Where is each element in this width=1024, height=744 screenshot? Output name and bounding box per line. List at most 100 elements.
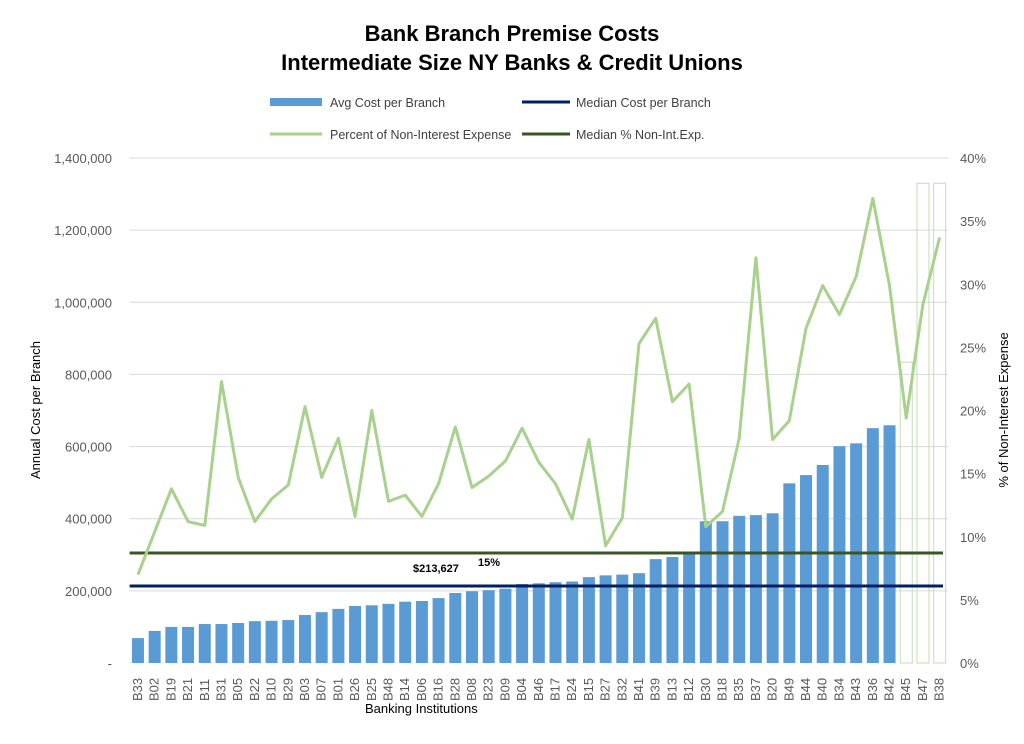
bar-B33 <box>131 638 144 663</box>
bar-B38 <box>933 182 947 664</box>
x-tick-label: B25 <box>364 678 379 701</box>
legend-label-percent: Percent of Non-Interest Expense <box>330 128 511 142</box>
chart-title-line-2: Intermediate Size NY Banks & Credit Unio… <box>281 50 743 75</box>
x-tick-label: B09 <box>497 678 512 701</box>
x-tick-label: B32 <box>614 678 629 701</box>
x-tick-label: B27 <box>598 678 613 701</box>
x-tick-label: B06 <box>414 678 429 701</box>
bar-B45 <box>899 361 913 664</box>
x-axis-title: Banking Institutions <box>365 701 478 716</box>
bar-B18 <box>716 521 729 663</box>
x-tick-label: B07 <box>314 678 329 701</box>
x-tick-label: B18 <box>715 678 730 701</box>
x-tick-label: B23 <box>481 678 496 701</box>
x-tick-label: B45 <box>898 678 913 701</box>
bar-B17 <box>549 582 562 663</box>
bar-B20 <box>766 513 779 663</box>
x-tick-label: B31 <box>213 678 228 701</box>
bar-B37 <box>749 515 762 663</box>
x-tick-label: B39 <box>648 678 663 701</box>
bar-B04 <box>516 584 529 663</box>
bar-B34 <box>833 446 846 663</box>
x-tick-label: B02 <box>147 678 162 701</box>
bar-B07 <box>315 612 328 663</box>
bar-B48 <box>382 603 395 663</box>
x-tick-label: B42 <box>882 678 897 701</box>
y-tick-label: 1,200,000 <box>54 223 112 238</box>
x-tick-label: B38 <box>932 678 947 701</box>
y-tick-label: - <box>108 656 112 671</box>
x-tick-label: B05 <box>230 678 245 701</box>
x-tick-label: B28 <box>447 678 462 701</box>
x-tick-label: B13 <box>664 678 679 701</box>
bar-B24 <box>566 581 579 663</box>
y2-tick-label: 10% <box>960 530 986 545</box>
x-tick-label: B33 <box>130 678 145 701</box>
bar-B14 <box>399 601 412 663</box>
median-pct-label: 15% <box>478 557 500 569</box>
x-tick-label: B03 <box>297 678 312 701</box>
bar-B49 <box>783 483 796 663</box>
y2-tick-label: 35% <box>960 214 986 229</box>
x-tick-label: B14 <box>397 678 412 701</box>
x-tick-label: B15 <box>581 678 596 701</box>
x-tick-label: B47 <box>915 678 930 701</box>
y2-tick-label: 30% <box>960 277 986 292</box>
bar-B28 <box>449 593 462 663</box>
x-tick-label: B43 <box>848 678 863 701</box>
x-tick-label: B19 <box>163 678 178 701</box>
bar-B39 <box>649 559 662 663</box>
bar-B35 <box>733 515 746 663</box>
x-tick-label: B48 <box>380 678 395 701</box>
x-tick-label: B36 <box>865 678 880 701</box>
chart-title-line-1: Bank Branch Premise Costs <box>365 21 660 46</box>
y-tick-label: 400,000 <box>65 512 112 527</box>
y2-tick-label: 20% <box>960 404 986 419</box>
x-tick-label: B08 <box>464 678 479 701</box>
bar-B05 <box>232 622 245 663</box>
bar-B19 <box>165 626 178 663</box>
bar-B44 <box>800 475 813 663</box>
x-tick-label: B46 <box>531 678 546 701</box>
bar-B40 <box>816 464 829 663</box>
legend-label-median-pct: Median % Non-Int.Exp. <box>576 128 705 142</box>
x-tick-label: B37 <box>748 678 763 701</box>
bar-B08 <box>465 591 478 663</box>
bar-B21 <box>182 626 195 663</box>
bar-B27 <box>599 575 612 663</box>
bar-B13 <box>666 556 679 663</box>
bar-B32 <box>616 574 629 663</box>
x-tick-label: B40 <box>815 678 830 701</box>
bar-B10 <box>265 620 278 663</box>
y-tick-label: 800,000 <box>65 367 112 382</box>
bar-B01 <box>332 608 345 663</box>
x-tick-label: B30 <box>698 678 713 701</box>
bar-B25 <box>365 605 378 663</box>
x-tick-label: B11 <box>197 679 212 701</box>
bar-B06 <box>415 600 428 663</box>
bar-B11 <box>198 624 211 663</box>
bar-B15 <box>582 577 595 663</box>
bar-B23 <box>482 590 495 663</box>
y-tick-label: 1,000,000 <box>54 295 112 310</box>
bar-B42 <box>883 425 896 663</box>
x-tick-label: B29 <box>280 678 295 701</box>
bar-B12 <box>683 551 696 663</box>
x-tick-label: B04 <box>514 678 529 701</box>
x-tick-label: B34 <box>831 678 846 701</box>
y-tick-label: 600,000 <box>65 440 112 455</box>
y-tick-label: 1,400,000 <box>54 151 112 166</box>
bar-B16 <box>432 598 445 663</box>
y-axis-title: Annual Cost per Branch <box>28 341 43 479</box>
x-tick-label: B10 <box>264 678 279 701</box>
legend-label-median-cost: Median Cost per Branch <box>576 96 711 110</box>
x-tick-label: B01 <box>330 678 345 701</box>
legend-swatch-avg-cost <box>270 98 322 106</box>
y2-axis-title: % of Non-Interest Expense <box>996 332 1011 487</box>
y2-tick-label: 15% <box>960 467 986 482</box>
y2-tick-label: 25% <box>960 340 986 355</box>
bar-B09 <box>499 588 512 663</box>
legend: Avg Cost per Branch Median Cost per Bran… <box>270 96 711 142</box>
x-tick-label: B17 <box>548 678 563 701</box>
